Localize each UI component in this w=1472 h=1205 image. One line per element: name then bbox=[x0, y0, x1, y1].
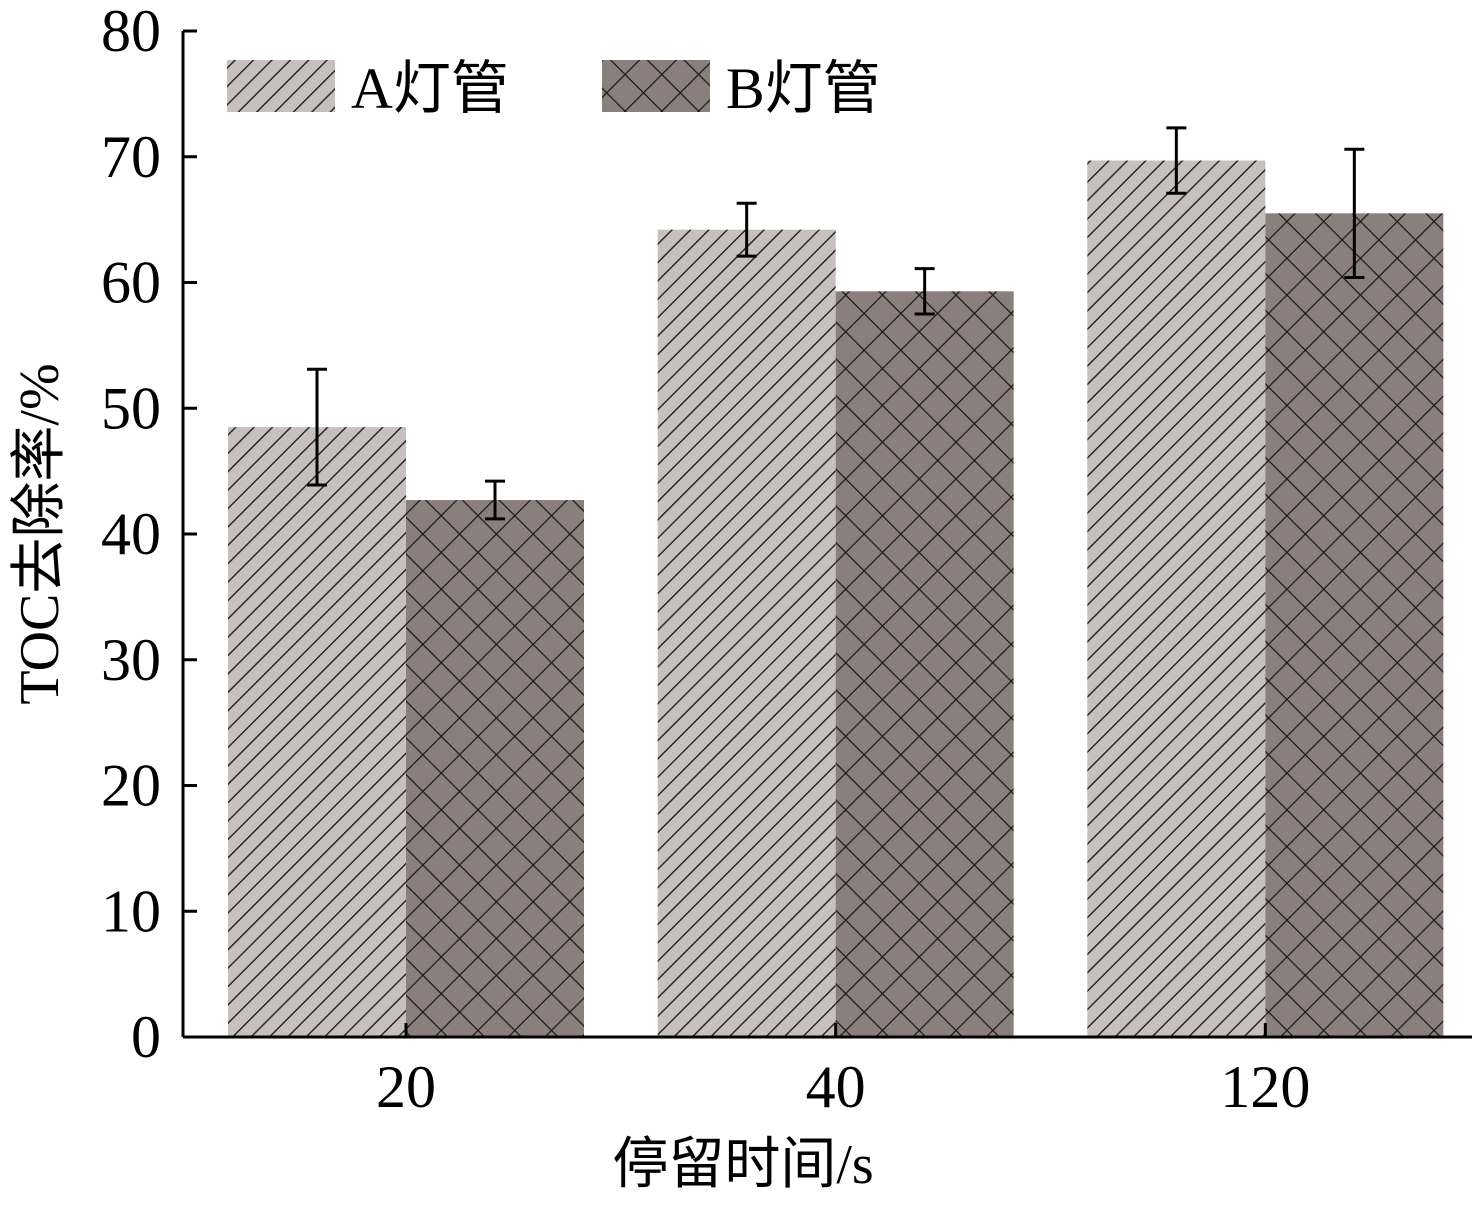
legend-item-B灯管: B灯管 bbox=[602, 56, 881, 121]
x-tick-label-120: 120 bbox=[1220, 1054, 1310, 1120]
bar-B灯管-40 bbox=[835, 291, 1014, 1037]
x-axis-title: 停留时间/s bbox=[612, 1134, 873, 1196]
bar-A灯管-40 bbox=[657, 229, 836, 1037]
bar-B灯管-120 bbox=[1265, 213, 1444, 1037]
y-tick-label-20: 20 bbox=[101, 753, 161, 819]
legend-label: A灯管 bbox=[351, 56, 509, 121]
error-bar-A灯管-20 bbox=[307, 367, 327, 487]
error-bar-B灯管-20 bbox=[485, 479, 505, 521]
error-bar-B灯管-120 bbox=[1344, 147, 1365, 279]
error-bar-A灯管-120 bbox=[1166, 126, 1187, 195]
bars-layer bbox=[228, 160, 1444, 1037]
error-bar-A灯管-40 bbox=[736, 201, 757, 258]
y-tick-label-10: 10 bbox=[101, 878, 161, 944]
legend-label: B灯管 bbox=[726, 56, 881, 121]
error-bar-B灯管-40 bbox=[914, 267, 935, 316]
y-tick-label-50: 50 bbox=[101, 375, 161, 441]
y-tick-label-0: 0 bbox=[131, 1004, 161, 1070]
legend-swatch bbox=[227, 60, 335, 112]
y-tick-label-60: 60 bbox=[101, 250, 161, 316]
bar-A灯管-20 bbox=[228, 427, 406, 1037]
y-tick-label-70: 70 bbox=[101, 124, 161, 190]
y-axis-title: TOC去除率/% bbox=[9, 363, 71, 704]
legend: A灯管 B灯管 bbox=[227, 56, 881, 121]
y-tick-label-30: 30 bbox=[101, 627, 161, 693]
x-tick-label-20: 20 bbox=[376, 1054, 436, 1120]
y-tick-label-40: 40 bbox=[101, 501, 161, 567]
axes-layer: 20 40 120 0 10 20 30 40 50 60 70 80 bbox=[101, 0, 1472, 1120]
legend-swatch bbox=[602, 60, 710, 112]
x-tick-label-40: 40 bbox=[806, 1054, 866, 1120]
legend-item-A灯管: A灯管 bbox=[227, 56, 509, 121]
error-bars-layer bbox=[307, 126, 1365, 521]
y-tick-label-80: 80 bbox=[101, 0, 161, 64]
bar-B灯管-20 bbox=[406, 500, 584, 1037]
bar-A灯管-120 bbox=[1087, 160, 1266, 1037]
